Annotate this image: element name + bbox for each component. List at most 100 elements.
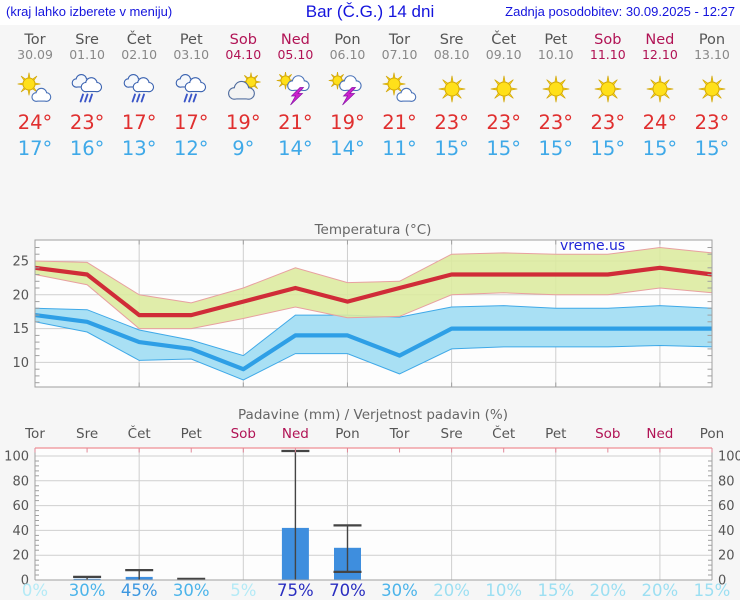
y-tick-label: 20 xyxy=(718,549,735,564)
day-name: Tor xyxy=(388,32,411,48)
header-bar: (kraj lahko izberete v meniju) Bar (Č.G.… xyxy=(0,0,740,25)
precip-probability-label: 30% xyxy=(173,581,210,600)
max-temperature: 19° xyxy=(226,111,261,134)
day-name: Ned xyxy=(280,32,310,48)
day-label: Čet xyxy=(128,424,151,442)
day-column: Ned 05.10 21° 14° xyxy=(269,33,321,162)
sun-weather-icon xyxy=(490,75,518,103)
min-temperature: 14° xyxy=(330,137,365,160)
day-column: Tor 30.09 24° 17° xyxy=(9,33,61,162)
day-column: Pon 13.10 23° 15° xyxy=(686,33,738,162)
precip-probability-label: 5% xyxy=(230,581,256,600)
max-temperature: 23° xyxy=(69,111,105,134)
day-date: 12.10 xyxy=(641,47,678,62)
day-name: Čet xyxy=(491,32,517,48)
day-label: Pet xyxy=(545,426,566,442)
y-tick-label: 0 xyxy=(21,574,29,589)
day-date: 09.10 xyxy=(485,47,522,62)
day-label: Ned xyxy=(282,426,309,442)
day-column: Sre 01.10 23° 16° xyxy=(61,33,113,162)
min-temp-line xyxy=(34,313,712,372)
precip-probability-label: 30% xyxy=(69,581,106,600)
y-tick-label: 60 xyxy=(718,499,735,514)
min-temperature: 9° xyxy=(232,137,255,160)
plot-frame xyxy=(34,239,713,388)
min-temperature: 15° xyxy=(434,137,469,160)
precip-probability-label: 20% xyxy=(589,581,626,600)
day-label: Čet xyxy=(492,424,515,442)
plot-background xyxy=(35,448,712,580)
max-temperature: 24° xyxy=(17,111,53,134)
min-temperature: 17° xyxy=(17,137,53,160)
day-date: 30.09 xyxy=(17,47,53,62)
day-label: Sob xyxy=(595,426,620,442)
lightning-icon xyxy=(290,87,305,106)
day-label: Sre xyxy=(441,426,463,442)
cloud-icon xyxy=(184,77,207,93)
day-label: Pet xyxy=(181,426,202,442)
max-temperature: 21° xyxy=(382,111,417,134)
day-date: 11.10 xyxy=(589,47,626,62)
precip-probability-label: 15% xyxy=(537,581,574,600)
menu-hint-text: (kraj lahko izberete v meniju) xyxy=(6,4,173,19)
day-name: Sob xyxy=(229,32,257,48)
max-temperature: 21° xyxy=(278,111,313,134)
sun-icon xyxy=(17,72,41,96)
max-temperature: 24° xyxy=(642,111,678,134)
min-temperature: 15° xyxy=(538,137,574,160)
y-tick-label: 25 xyxy=(12,255,29,270)
cloud-icon xyxy=(31,87,52,102)
day-date: 01.10 xyxy=(69,47,105,62)
day-date: 04.10 xyxy=(225,47,262,62)
day-date: 10.10 xyxy=(537,47,574,62)
precip-probability-label: 30% xyxy=(381,581,418,600)
day-label: Tor xyxy=(389,426,410,442)
day-name: Ned xyxy=(645,32,675,48)
sun-cloud-weather-icon xyxy=(382,72,416,102)
max-temperature: 19° xyxy=(330,111,365,134)
day-date: 06.10 xyxy=(329,47,366,62)
max-temperature: 17° xyxy=(173,111,209,134)
sun-icon xyxy=(490,75,518,103)
rain-streaks-icon xyxy=(131,93,146,103)
precip-probability-label: 0% xyxy=(22,581,48,600)
rain-weather-icon xyxy=(123,73,155,103)
day-column: Pon 06.10 19° 14° xyxy=(321,33,373,162)
cloud-icon xyxy=(395,87,416,102)
day-column: Sre 08.10 23° 15° xyxy=(426,33,478,162)
precipitation-chart: 0 0 20 20 40 40 60 60 80 80 100 100 Tor Sre Čet Pet Sob N… xyxy=(4,407,740,600)
sun-cloud-weather-icon xyxy=(17,72,52,102)
daily-forecast-strip: Tor 30.09 24° 17° Sre 01.10 23° 16° Čet 02.10 17° 1… xyxy=(9,33,738,162)
day-column: Sob 04.10 19° 9° xyxy=(217,33,269,162)
min-temperature: 15° xyxy=(486,137,521,160)
max-temperature: 23° xyxy=(538,111,574,134)
storm-weather-icon xyxy=(276,72,311,106)
day-label: Tor xyxy=(24,426,45,442)
y-tick-label: 20 xyxy=(12,288,29,303)
sun-icon xyxy=(438,75,465,103)
day-name: Sre xyxy=(439,32,464,48)
day-column: Tor 07.10 21° 11° xyxy=(374,33,426,162)
min-temperature: 15° xyxy=(694,137,730,160)
cloud-icon xyxy=(228,80,256,100)
y-tick-label: 15 xyxy=(12,322,29,337)
day-date: 03.10 xyxy=(173,47,210,62)
day-label: Pon xyxy=(700,426,724,442)
sun-weather-icon xyxy=(438,75,465,103)
sun-icon xyxy=(382,72,406,96)
day-name: Pet xyxy=(179,32,203,48)
day-date: 02.10 xyxy=(121,47,158,62)
max-temperature: 23° xyxy=(694,111,730,134)
sun-weather-icon xyxy=(594,75,622,103)
y-tick-label: 80 xyxy=(718,474,735,489)
day-name: Čet xyxy=(126,32,152,48)
precip-chart-title: Padavine (mm) / Verjetnost padavin (%) xyxy=(238,407,508,423)
y-tick-label: 40 xyxy=(718,524,735,539)
last-update-text: Zadnja posodobitev: 30.09.2025 - 12:27 xyxy=(505,4,735,19)
sun-icon xyxy=(542,75,570,103)
y-tick-label: 10 xyxy=(12,356,29,371)
precip-probability-label: 15% xyxy=(694,581,731,600)
storm-weather-icon xyxy=(329,72,363,106)
precip-probability-label: 45% xyxy=(121,581,158,600)
day-date: 13.10 xyxy=(694,47,730,62)
